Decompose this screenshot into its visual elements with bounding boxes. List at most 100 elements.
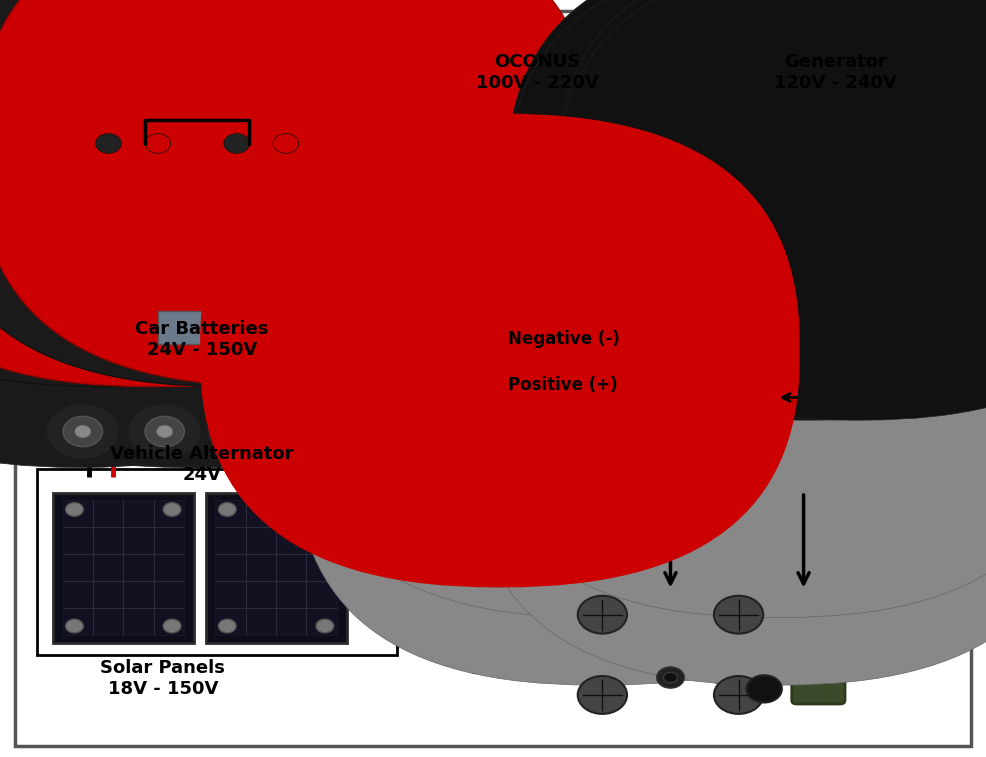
FancyBboxPatch shape bbox=[472, 214, 986, 685]
FancyBboxPatch shape bbox=[0, 0, 544, 386]
Circle shape bbox=[768, 218, 800, 242]
FancyBboxPatch shape bbox=[792, 598, 845, 704]
Text: Positive (+): Positive (+) bbox=[508, 375, 617, 394]
FancyBboxPatch shape bbox=[0, 2, 486, 467]
FancyBboxPatch shape bbox=[556, 0, 986, 420]
FancyBboxPatch shape bbox=[495, 589, 599, 645]
FancyBboxPatch shape bbox=[316, 364, 339, 413]
Circle shape bbox=[714, 676, 763, 714]
FancyBboxPatch shape bbox=[0, 2, 380, 467]
Circle shape bbox=[714, 596, 763, 634]
Circle shape bbox=[96, 133, 121, 153]
Circle shape bbox=[316, 503, 333, 516]
Circle shape bbox=[65, 503, 83, 516]
FancyBboxPatch shape bbox=[472, 147, 986, 618]
Circle shape bbox=[219, 619, 237, 633]
FancyBboxPatch shape bbox=[546, 654, 558, 659]
FancyBboxPatch shape bbox=[836, 169, 880, 202]
FancyBboxPatch shape bbox=[761, 109, 905, 148]
FancyBboxPatch shape bbox=[654, 350, 732, 395]
FancyBboxPatch shape bbox=[562, 654, 574, 659]
Circle shape bbox=[45, 403, 120, 460]
FancyBboxPatch shape bbox=[484, 654, 496, 659]
FancyBboxPatch shape bbox=[304, 137, 919, 605]
Text: 120V - 240V: 120V - 240V bbox=[774, 74, 896, 92]
Text: Generator: Generator bbox=[784, 53, 886, 71]
FancyBboxPatch shape bbox=[216, 500, 337, 635]
Text: OCONUS: OCONUS bbox=[494, 53, 581, 71]
Circle shape bbox=[316, 619, 333, 633]
FancyBboxPatch shape bbox=[562, 662, 574, 667]
FancyBboxPatch shape bbox=[507, 0, 986, 409]
Circle shape bbox=[206, 403, 281, 460]
FancyBboxPatch shape bbox=[484, 662, 496, 667]
FancyBboxPatch shape bbox=[296, 147, 903, 618]
FancyBboxPatch shape bbox=[227, 311, 275, 344]
FancyBboxPatch shape bbox=[767, 341, 860, 454]
Circle shape bbox=[145, 416, 184, 447]
Circle shape bbox=[578, 676, 627, 714]
Text: 18V - 150V: 18V - 150V bbox=[107, 680, 218, 698]
FancyBboxPatch shape bbox=[578, 654, 590, 659]
FancyBboxPatch shape bbox=[0, 0, 508, 444]
Text: Car Batteries: Car Batteries bbox=[135, 320, 269, 338]
Text: Negative (-): Negative (-) bbox=[508, 330, 619, 348]
FancyBboxPatch shape bbox=[546, 662, 558, 667]
Text: 100V - 220V: 100V - 220V bbox=[476, 74, 599, 92]
FancyBboxPatch shape bbox=[114, 287, 279, 360]
Circle shape bbox=[273, 133, 299, 153]
FancyBboxPatch shape bbox=[52, 493, 193, 643]
FancyBboxPatch shape bbox=[804, 365, 823, 385]
FancyBboxPatch shape bbox=[0, 0, 486, 444]
FancyBboxPatch shape bbox=[760, 139, 906, 224]
FancyBboxPatch shape bbox=[296, 214, 903, 685]
FancyBboxPatch shape bbox=[0, 2, 508, 467]
Text: Vehicle Alternator: Vehicle Alternator bbox=[110, 445, 294, 463]
FancyBboxPatch shape bbox=[209, 151, 314, 257]
Circle shape bbox=[63, 416, 103, 447]
FancyBboxPatch shape bbox=[556, 0, 986, 409]
FancyBboxPatch shape bbox=[531, 654, 543, 659]
Circle shape bbox=[657, 667, 684, 688]
FancyBboxPatch shape bbox=[63, 500, 183, 635]
FancyBboxPatch shape bbox=[516, 654, 528, 659]
Circle shape bbox=[652, 425, 673, 442]
FancyBboxPatch shape bbox=[200, 114, 800, 587]
Circle shape bbox=[224, 416, 263, 447]
FancyBboxPatch shape bbox=[578, 662, 590, 667]
Circle shape bbox=[275, 403, 350, 460]
Circle shape bbox=[145, 133, 171, 153]
Text: VULCAN
EXPEDITION: VULCAN EXPEDITION bbox=[662, 329, 714, 348]
FancyBboxPatch shape bbox=[803, 620, 834, 640]
FancyBboxPatch shape bbox=[84, 153, 182, 176]
FancyBboxPatch shape bbox=[212, 153, 311, 176]
FancyBboxPatch shape bbox=[587, 299, 789, 484]
FancyBboxPatch shape bbox=[531, 662, 543, 667]
FancyBboxPatch shape bbox=[473, 646, 622, 672]
Circle shape bbox=[746, 675, 782, 702]
FancyBboxPatch shape bbox=[804, 400, 823, 421]
FancyBboxPatch shape bbox=[15, 11, 971, 746]
Text: 24V: 24V bbox=[182, 466, 222, 484]
FancyBboxPatch shape bbox=[0, 0, 465, 386]
FancyBboxPatch shape bbox=[158, 311, 206, 344]
Circle shape bbox=[293, 416, 332, 447]
FancyBboxPatch shape bbox=[0, 0, 594, 386]
FancyBboxPatch shape bbox=[787, 169, 830, 202]
Circle shape bbox=[867, 218, 898, 242]
FancyBboxPatch shape bbox=[0, 0, 416, 386]
FancyBboxPatch shape bbox=[15, 2, 614, 467]
FancyBboxPatch shape bbox=[29, 344, 350, 432]
Circle shape bbox=[224, 133, 249, 153]
FancyBboxPatch shape bbox=[81, 151, 185, 257]
Circle shape bbox=[75, 425, 91, 438]
FancyBboxPatch shape bbox=[630, 631, 711, 678]
FancyBboxPatch shape bbox=[0, 0, 380, 444]
FancyBboxPatch shape bbox=[516, 662, 528, 667]
Circle shape bbox=[127, 403, 202, 460]
FancyBboxPatch shape bbox=[474, 338, 536, 363]
Circle shape bbox=[578, 596, 627, 634]
Circle shape bbox=[236, 425, 251, 438]
Circle shape bbox=[65, 619, 83, 633]
FancyBboxPatch shape bbox=[482, 580, 613, 654]
